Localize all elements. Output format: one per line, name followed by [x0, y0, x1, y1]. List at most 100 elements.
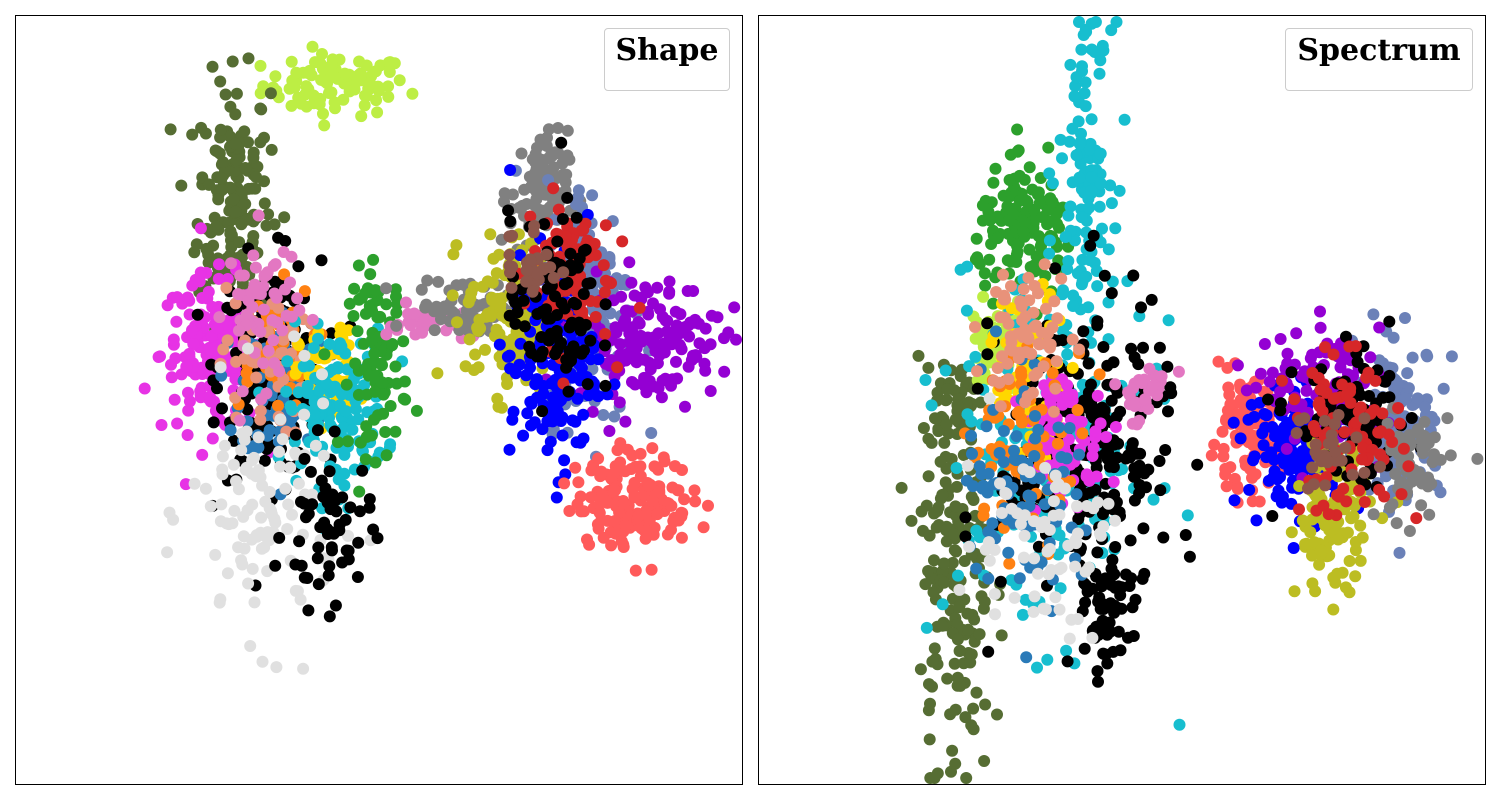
shape-point [216, 184, 229, 196]
spectrum-point [954, 370, 967, 383]
spectrum-point [1105, 287, 1118, 300]
shape-point [340, 378, 353, 391]
shape-point [689, 495, 702, 508]
shape-point [699, 322, 712, 335]
spectrum-point [1053, 508, 1066, 521]
spectrum-point [1428, 431, 1441, 444]
shape-point [632, 510, 645, 523]
shape-point [614, 437, 627, 450]
spectrum-point [938, 436, 951, 449]
spectrum-point [961, 408, 974, 421]
shape-point [364, 268, 377, 281]
spectrum-point [1066, 333, 1079, 346]
spectrum-point [954, 644, 966, 657]
shape-legend: Shape [604, 28, 730, 91]
spectrum-point [1387, 331, 1400, 344]
spectrum-point [1094, 177, 1107, 190]
spectrum-point [926, 655, 939, 668]
spectrum-point [1319, 341, 1331, 354]
spectrum-point [1064, 200, 1077, 213]
shape-point [325, 541, 338, 554]
shape-point [203, 390, 216, 403]
shape-point [268, 357, 281, 370]
shape-point [420, 298, 433, 311]
spectrum-point [1208, 438, 1221, 451]
shape-point [484, 228, 497, 241]
spectrum-point [1043, 247, 1056, 260]
shape-point [190, 238, 203, 251]
shape-point [335, 340, 348, 353]
shape-point [194, 266, 207, 279]
shape-point [507, 405, 520, 418]
spectrum-point [928, 554, 940, 567]
spectrum-point [1075, 43, 1088, 56]
spectrum-point [1280, 442, 1293, 455]
spectrum-point [1069, 234, 1081, 247]
shape-point [599, 298, 612, 311]
shape-point [258, 197, 271, 210]
spectrum-point [1257, 439, 1270, 452]
spectrum-point [1296, 514, 1309, 527]
shape-point [254, 325, 267, 338]
spectrum-point [1415, 499, 1428, 512]
spectrum-point [1266, 366, 1279, 379]
spectrum-point [1285, 366, 1298, 379]
shape-point [247, 249, 260, 262]
shape-point [297, 360, 310, 373]
shape-point [627, 327, 640, 340]
shape-point [589, 311, 602, 323]
spectrum-point [1017, 283, 1030, 296]
shape-point [289, 367, 302, 380]
spectrum-cluster-14 [1109, 362, 1185, 431]
spectrum-point [1065, 613, 1078, 626]
shape-point [339, 405, 352, 418]
shape-point [267, 334, 280, 347]
spectrum-point [1077, 29, 1090, 41]
shape-point [249, 261, 262, 274]
shape-point [285, 403, 298, 416]
shape-point [503, 248, 516, 261]
shape-point [389, 283, 402, 296]
spectrum-point [1142, 463, 1155, 476]
shape-point [561, 124, 574, 137]
spectrum-point [987, 297, 1000, 310]
shape-point [199, 482, 212, 495]
shape-point [298, 452, 311, 465]
shape-point [670, 355, 682, 368]
shape-point [465, 286, 478, 299]
spectrum-point [1128, 399, 1141, 411]
spectrum-point [937, 576, 950, 589]
shape-point [363, 493, 376, 506]
spectrum-point [997, 268, 1009, 281]
spectrum-cluster-13 [953, 392, 1121, 645]
spectrum-point [1022, 271, 1035, 284]
shape-point [520, 275, 533, 288]
spectrum-point [1038, 498, 1051, 511]
shape-point [262, 344, 275, 357]
shape-point [665, 499, 678, 512]
shape-point [313, 98, 326, 111]
spectrum-point [925, 399, 938, 412]
spectrum-point [1162, 314, 1175, 327]
shape-point [302, 604, 315, 617]
shape-point [658, 346, 671, 359]
shape-point [295, 495, 307, 508]
spectrum-point [946, 556, 959, 569]
spectrum-point [1137, 341, 1149, 354]
spectrum-point [1367, 308, 1380, 321]
shape-point [276, 324, 289, 337]
spectrum-point [991, 708, 1003, 721]
spectrum-point [1061, 655, 1074, 668]
spectrum-point [978, 755, 991, 767]
shape-point [351, 325, 364, 338]
shape-point [384, 56, 397, 69]
shape-point [257, 303, 270, 316]
spectrum-point [1078, 87, 1091, 100]
shape-point [652, 327, 665, 340]
shape-point [247, 230, 260, 242]
shape-point [363, 501, 376, 514]
spectrum-point [1050, 208, 1063, 221]
shape-point [298, 571, 311, 584]
shape-point [209, 548, 222, 561]
shape-point [617, 316, 630, 329]
